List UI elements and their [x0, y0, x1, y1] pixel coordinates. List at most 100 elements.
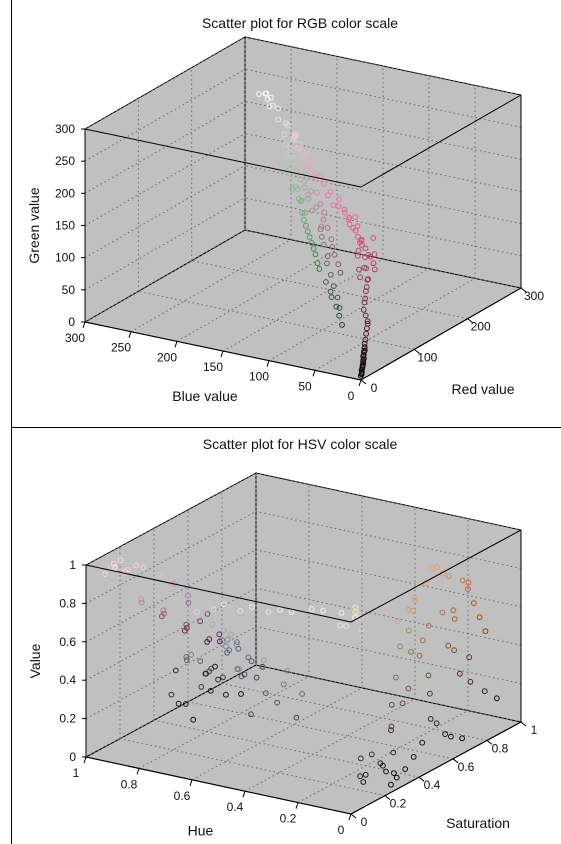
grid-line-z-back-left [84, 133, 246, 226]
data-point [299, 691, 306, 697]
y-tick-label: 0.4 [227, 800, 244, 814]
data-point [334, 294, 341, 301]
grid-line-z-back-left [85, 472, 257, 566]
data-point [297, 176, 304, 183]
grid-line-y-floor [176, 248, 338, 342]
data-point [286, 144, 293, 151]
grid-line-z-back-left [84, 197, 246, 291]
y-tick-mark [174, 341, 178, 348]
data-point [301, 184, 308, 191]
grid-line-z-back-left [85, 626, 257, 720]
z-tick-label: 300 [55, 122, 75, 136]
data-point [285, 160, 291, 167]
data-point [459, 735, 466, 742]
y-tick-label: 250 [111, 341, 131, 355]
data-point [328, 236, 335, 243]
data-point [383, 768, 390, 775]
data-point [327, 271, 334, 278]
data-point [224, 649, 231, 656]
data-point [241, 671, 248, 678]
data-point [306, 234, 313, 241]
x-tick-label: 0.4 [424, 778, 441, 792]
y-tick-mark [189, 779, 193, 786]
z-tick-label: 0 [69, 750, 76, 764]
data-point [183, 657, 190, 664]
data-point [357, 239, 363, 246]
data-point [138, 599, 145, 606]
data-point [175, 700, 182, 707]
z-tick-label: 200 [55, 186, 75, 200]
data-point [330, 283, 337, 290]
data-point [393, 774, 400, 781]
data-point [265, 609, 272, 615]
data-point [190, 716, 197, 723]
grid-line-y-floor [268, 268, 430, 362]
chart-title: Scatter plot for HSV color scale [203, 436, 398, 452]
x-tick-mark [452, 758, 459, 764]
grid-line-z-back-left [85, 510, 257, 604]
grid-line-z-back-left [84, 68, 246, 162]
data-point [465, 586, 471, 593]
y-tick-label: 300 [65, 331, 85, 345]
data-point [209, 621, 216, 628]
data-point [185, 592, 191, 599]
data-point [337, 269, 344, 276]
data-point [308, 606, 315, 612]
data-point [183, 621, 190, 628]
grid-line-x-floor [191, 260, 468, 320]
data-point [253, 674, 260, 681]
data-point [110, 560, 117, 567]
data-point [325, 192, 331, 199]
data-point [305, 192, 311, 198]
data-point [298, 159, 305, 166]
data-point [388, 781, 394, 788]
y-tick-mark [220, 350, 224, 358]
data-point [402, 766, 409, 773]
data-point [207, 687, 214, 694]
data-point [320, 241, 327, 248]
data-point [329, 244, 336, 250]
data-point [450, 607, 457, 614]
data-point [342, 209, 348, 216]
grid-line-z-back-right [244, 197, 522, 257]
z-tick-label: 50 [62, 283, 76, 297]
y-tick-label: 0.8 [121, 777, 138, 791]
data-point [299, 210, 305, 216]
x-tick-label: 100 [417, 350, 437, 364]
z-tick-label: 100 [55, 251, 75, 265]
data-point [274, 699, 281, 706]
z-tick-label: 1 [69, 558, 76, 572]
data-point [360, 306, 367, 313]
data-point [370, 260, 377, 267]
data-point [212, 663, 218, 670]
data-point [353, 609, 360, 616]
grid-line-z-back-left [85, 587, 257, 681]
data-point [320, 607, 327, 614]
data-point [304, 150, 311, 157]
data-point [439, 609, 446, 616]
data-point [156, 571, 163, 578]
data-point [399, 700, 406, 707]
rgb-scatter-plot: Scatter plot for RGB color scale 0 100 200 3… [26, 15, 544, 404]
data-point [333, 303, 340, 310]
data-point [312, 251, 319, 258]
z-tick-label: 0.2 [59, 712, 76, 726]
grid-line-x-floor [153, 719, 420, 778]
x-tick-label: 1 [531, 723, 538, 737]
x-tick-mark [384, 795, 391, 800]
data-point [275, 105, 282, 112]
data-point [313, 189, 320, 196]
data-point [465, 579, 472, 586]
data-point [324, 224, 331, 231]
hsv-scatter-panel: Scatter plot for HSV color scale 0 0.2 0.4 0… [0, 427, 561, 844]
data-point [185, 599, 192, 606]
data-point [268, 94, 274, 101]
data-point [408, 649, 414, 655]
box-edge-top-front [350, 529, 522, 623]
data-point [237, 608, 244, 614]
data-point [210, 606, 217, 613]
data-point [457, 670, 463, 677]
y-tick-label: 200 [157, 350, 177, 364]
data-point [358, 626, 365, 633]
